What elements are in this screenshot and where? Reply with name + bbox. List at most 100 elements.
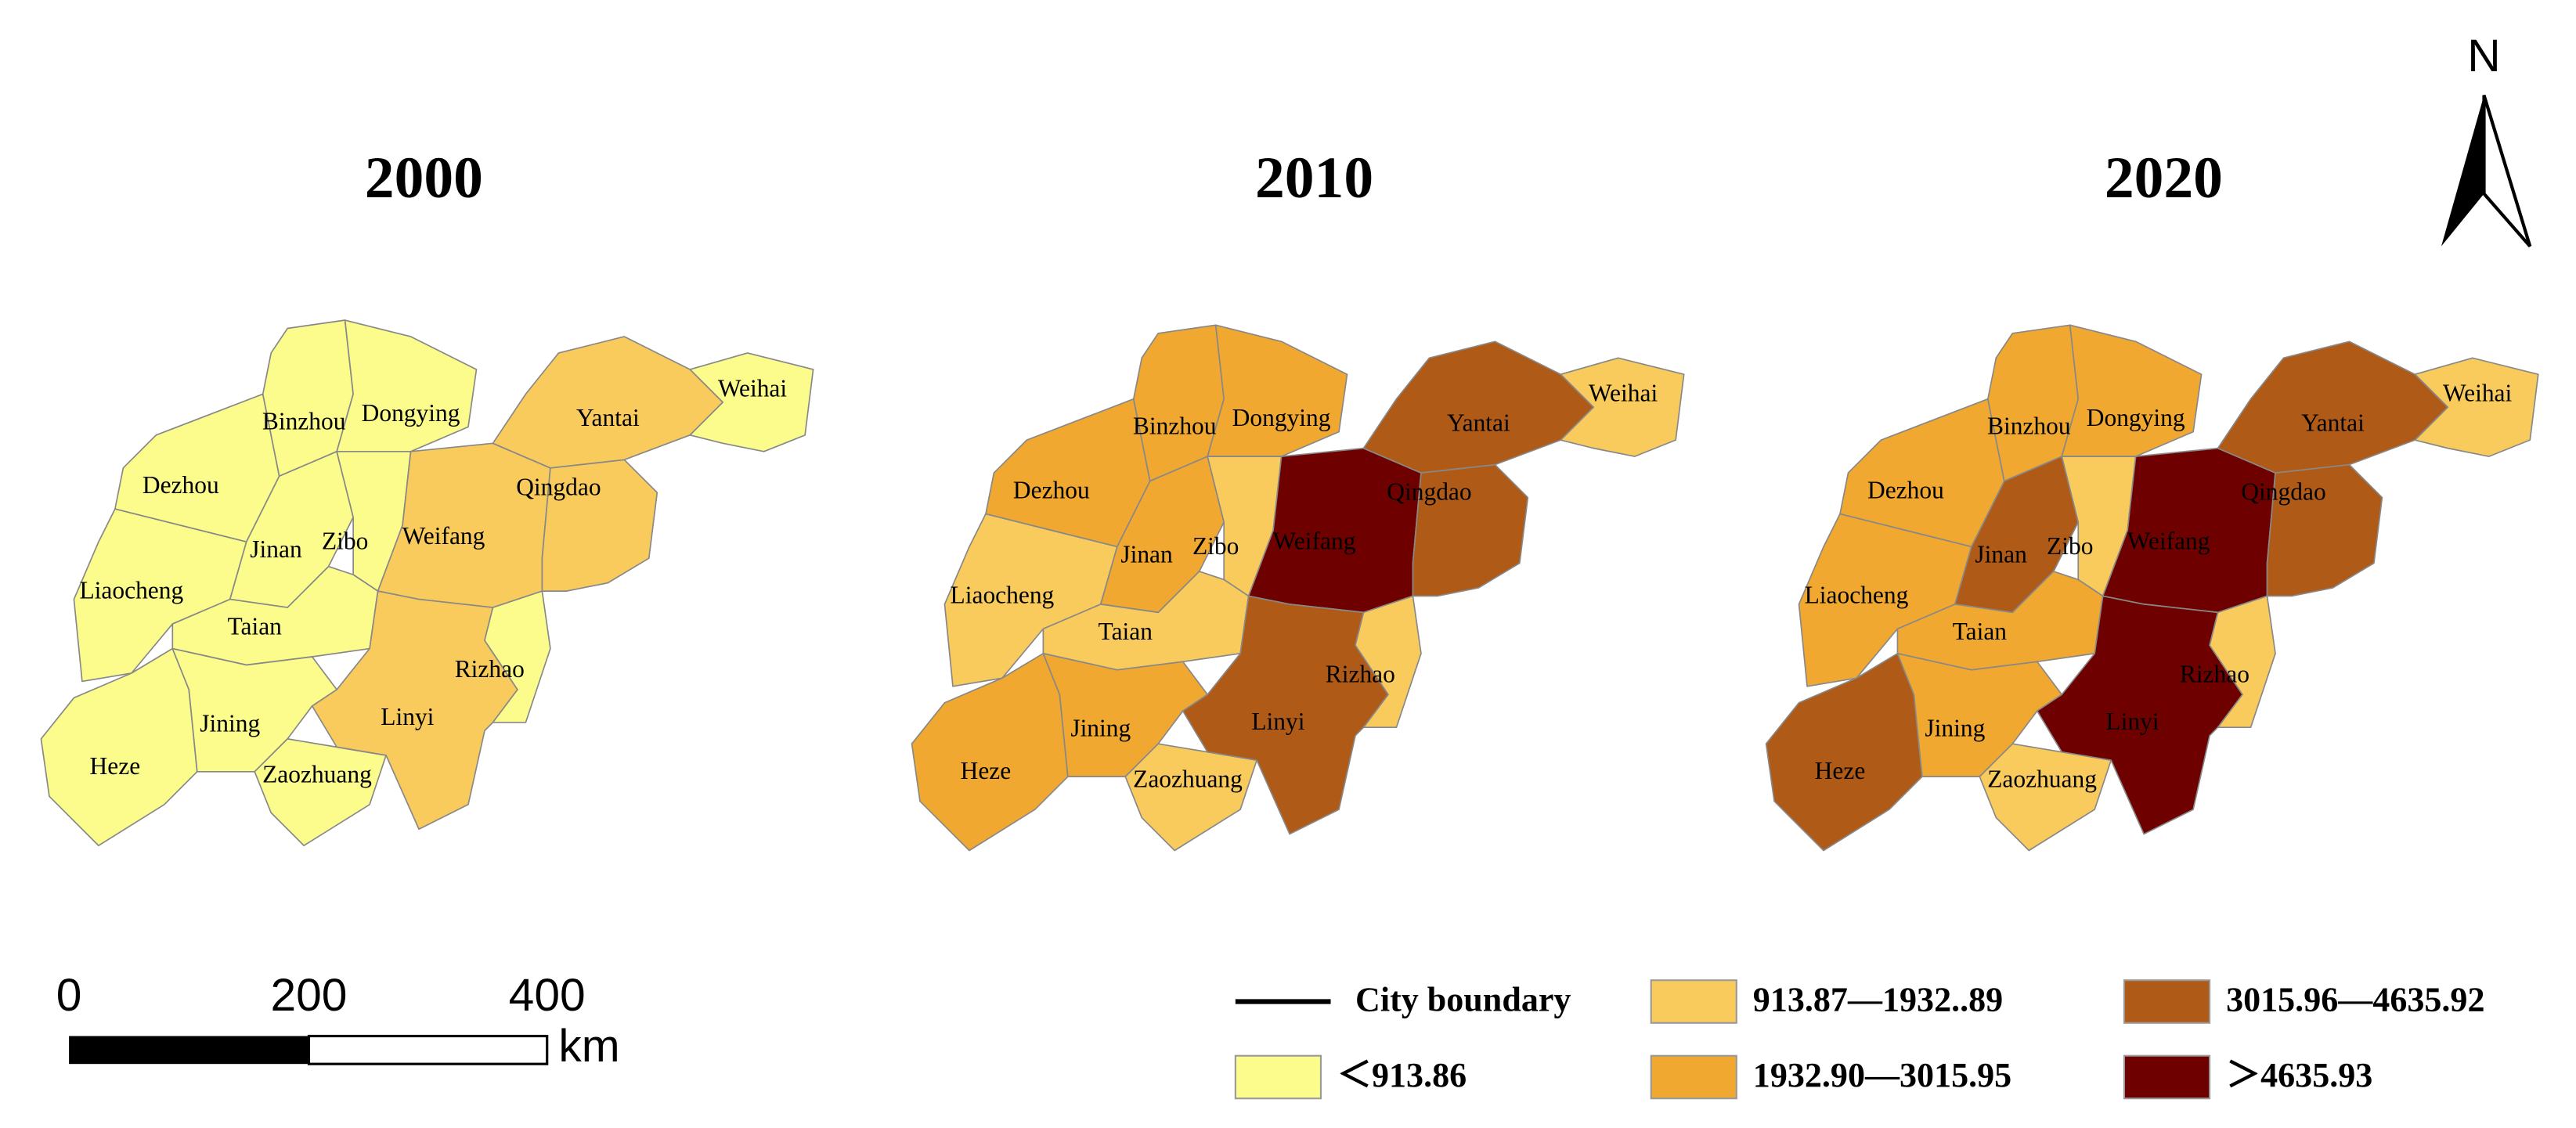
north-arrow: N <box>2441 31 2532 248</box>
city-region <box>254 738 387 847</box>
city-label: Rizhao <box>455 655 525 683</box>
arrow-right <box>2482 95 2532 248</box>
city-label: Weihai <box>1589 380 1658 407</box>
city-label: Heze <box>961 757 1012 784</box>
legend-swatch <box>1650 1054 1737 1100</box>
city-region <box>1042 652 1209 777</box>
city-region <box>40 647 198 847</box>
city-region <box>1124 743 1257 852</box>
city-region <box>1362 341 1595 474</box>
city-label: Heze <box>90 752 141 780</box>
city-region <box>1412 463 1529 597</box>
scale-bar: 0 200 400 km <box>56 970 620 1072</box>
city-label: Weifang <box>402 522 485 550</box>
city-region <box>2061 324 2203 457</box>
scale-tick: 0 <box>56 970 82 1021</box>
city-label: Heze <box>1815 757 1866 784</box>
city-label: Rizhao <box>1326 660 1395 687</box>
legend-label: City boundary <box>1355 981 1571 1019</box>
city-region <box>1798 513 1972 687</box>
city-region <box>492 336 724 469</box>
city-label: Jining <box>1925 715 1985 742</box>
map-panel: Dezhou Liaocheng Binzhou Dongying Jinan Zibo T… <box>911 324 1685 852</box>
city-region <box>1765 652 1923 852</box>
map-panel: Dezhou Liaocheng Binzhou Dongying Jinan Zibo T… <box>1765 324 2539 852</box>
scale-unit: km <box>558 1021 619 1072</box>
legend-swatch <box>2123 1054 2211 1100</box>
city-label: Weihai <box>2443 380 2513 407</box>
city-label: Liaocheng <box>1805 582 1909 609</box>
city-region <box>171 647 337 773</box>
north-label: N <box>2467 31 2500 81</box>
city-label: Zaozhuang <box>1133 766 1243 793</box>
city-region <box>484 590 551 723</box>
city-label: Yantai <box>1447 409 1510 436</box>
city-label: Jinan <box>250 535 302 563</box>
city-label: Yantai <box>576 404 640 431</box>
city-label: Jinan <box>1120 540 1173 568</box>
legend-label: 913.87—1932..89 <box>1753 981 2003 1019</box>
scale-black <box>69 1036 309 1065</box>
city-label: Dezhou <box>143 471 219 499</box>
city-label: Qingdao <box>516 473 601 500</box>
legend-swatch <box>1234 1054 1322 1100</box>
legend-label: 3015.96—4635.92 <box>2226 981 2484 1019</box>
scale-tick: 400 <box>509 970 586 1021</box>
city-label: Jinan <box>1975 540 2027 568</box>
map-panel: Dezhou Liaocheng Binzhou Dongying Jinan Zibo T… <box>40 319 814 847</box>
city-label: Zaozhuang <box>262 760 372 787</box>
city-region <box>1207 324 1348 457</box>
legend-swatch <box>2123 979 2211 1024</box>
legend-label: ＜913.86 <box>1337 1056 1467 1094</box>
city-label: Dongying <box>2087 404 2185 431</box>
scale-white <box>307 1034 549 1065</box>
city-label: Linyi <box>2105 708 2159 735</box>
city-label: Zibo <box>1192 532 1239 560</box>
city-label: Liaocheng <box>951 582 1055 609</box>
city-label: Binzhou <box>262 407 346 434</box>
scale-tick: 200 <box>270 970 347 1021</box>
city-label: Taian <box>1099 618 1153 645</box>
city-label: Yantai <box>2301 409 2365 436</box>
city-label: Zibo <box>2047 532 2093 560</box>
city-region <box>1560 357 1685 457</box>
city-label: Qingdao <box>2241 478 2325 506</box>
city-label: Zaozhuang <box>1987 766 2097 793</box>
city-label: Jining <box>1070 715 1131 742</box>
city-label: Qingdao <box>1387 478 1471 506</box>
city-region <box>943 513 1118 687</box>
city-label: Dongying <box>1232 404 1331 431</box>
city-region <box>336 319 478 452</box>
city-region <box>73 508 247 683</box>
arrow-left <box>2441 95 2484 247</box>
city-label: Linyi <box>381 703 434 730</box>
city-region <box>1979 743 2112 852</box>
city-label: Binzhou <box>1133 413 1217 440</box>
city-label: Weifang <box>2127 528 2210 555</box>
city-region <box>2217 341 2449 474</box>
city-label: Dezhou <box>1013 476 1090 503</box>
map-title: 2000 <box>365 146 483 211</box>
city-label: Dongying <box>362 399 460 427</box>
legend-label: 1932.90—3015.95 <box>1753 1056 2011 1094</box>
city-region <box>2266 463 2383 597</box>
city-label: Taian <box>1953 618 2008 645</box>
map-title: 2010 <box>1255 146 1373 211</box>
city-label: Liaocheng <box>79 576 183 604</box>
city-region <box>541 459 658 592</box>
city-region <box>1896 652 2063 777</box>
city-label: Binzhou <box>1987 413 2071 440</box>
city-label: Taian <box>228 613 283 640</box>
city-label: Jining <box>200 709 260 737</box>
map-title: 2020 <box>2105 146 2223 211</box>
city-label: Weihai <box>718 374 788 402</box>
city-region <box>1355 595 1422 729</box>
legend: City boundary 913.87—1932..89 3015.96—463… <box>1234 979 2484 1100</box>
city-region <box>2414 357 2539 457</box>
city-label: Dezhou <box>1867 476 1944 503</box>
city-label: Linyi <box>1251 708 1304 735</box>
city-label: Weifang <box>1273 528 1356 555</box>
city-region <box>689 352 814 452</box>
